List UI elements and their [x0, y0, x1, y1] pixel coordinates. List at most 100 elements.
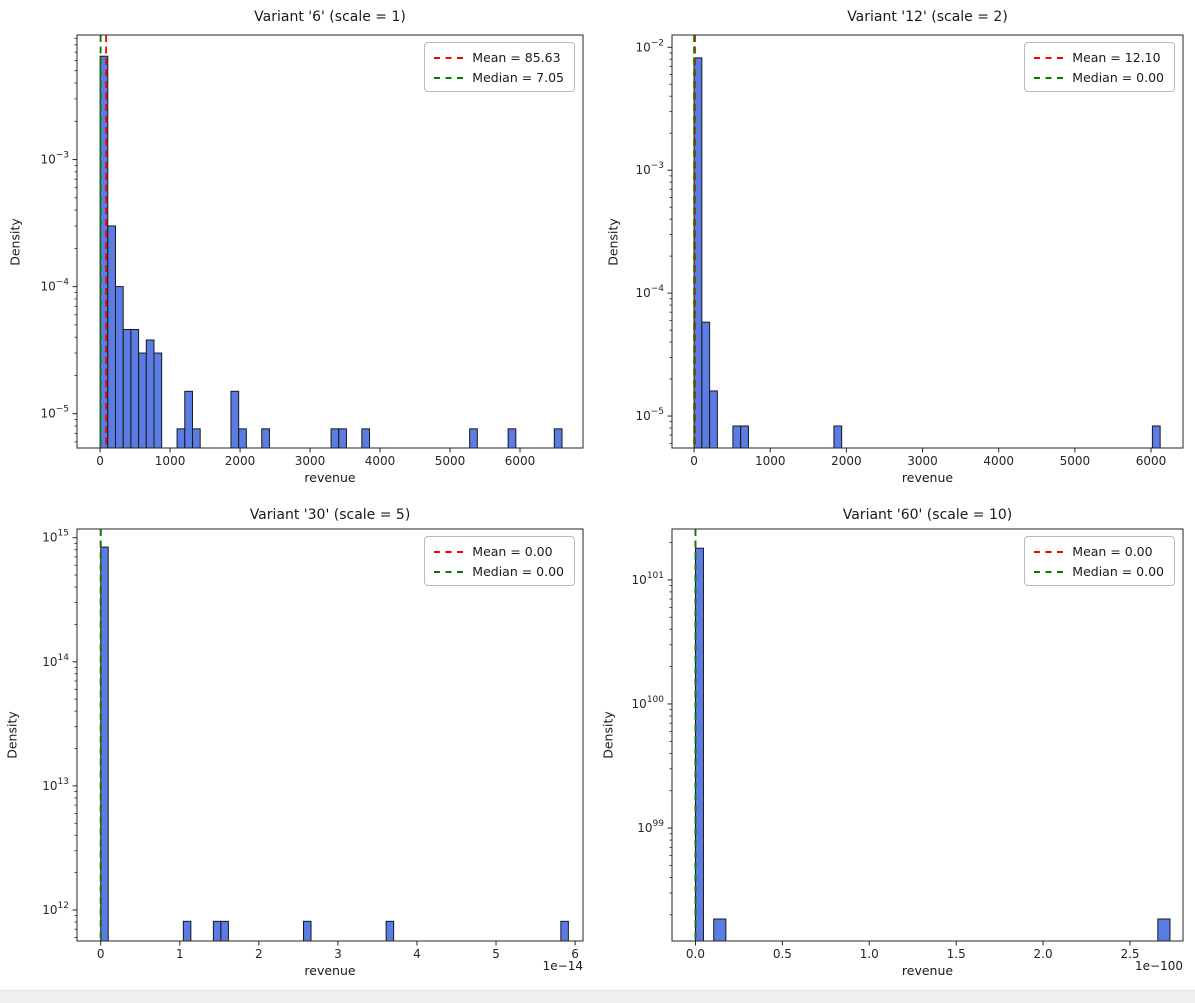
histogram-bar — [99, 55, 109, 449]
legend-row-mean: Mean = 0.00 — [434, 544, 564, 559]
y-axis: 1099 10100 10101 — [632, 542, 672, 916]
x-tick-label: 4 — [413, 947, 421, 961]
y-tick-label: 10−3 — [40, 151, 69, 167]
legend-row-median: Median = 0.00 — [1034, 564, 1164, 579]
x-tick-label: 2 — [255, 947, 263, 961]
legend-mean-label: Mean = 12.10 — [1072, 50, 1161, 65]
y-tick-label: 10−5 — [635, 407, 664, 423]
x-axis: 0 1000 2000 3000 4000 5000 6000 — [96, 448, 535, 468]
histogram-bar — [212, 920, 222, 942]
x-tick-label: 2000 — [831, 454, 862, 468]
y-tick-label: 10−3 — [635, 161, 664, 177]
y-axis-label: Density — [605, 217, 621, 266]
y-tick-label: 10−4 — [40, 278, 69, 294]
plot-spines — [671, 528, 1184, 942]
histogram-bar — [507, 428, 517, 449]
plot-area-variant-30: 0 1 2 3 4 5 6 1012 1013 1014 1015 — [42, 528, 584, 961]
plot-title: Variant '60' (scale = 10) — [842, 507, 1013, 523]
median-dash-icon — [1034, 570, 1064, 573]
histogram-bar — [553, 428, 563, 449]
legend-row-mean: Mean = 12.10 — [1034, 50, 1164, 65]
plot-spines — [76, 528, 584, 942]
legend-mean-label: Mean = 85.63 — [472, 50, 561, 65]
histogram-bars — [694, 547, 1171, 942]
y-axis: 10−5 10−4 10−3 10−2 — [635, 38, 672, 444]
median-dash-icon — [434, 570, 464, 573]
x-tick-label: 2.0 — [1034, 947, 1053, 961]
legend-median-label: Median = 0.00 — [1072, 70, 1164, 85]
x-axis-label: revenue — [304, 470, 356, 485]
legend-row-mean: Mean = 0.00 — [1034, 544, 1164, 559]
histogram-bar — [100, 546, 109, 942]
histogram-bar — [385, 920, 395, 942]
legend-median-label: Median = 0.00 — [472, 564, 564, 579]
histogram-bar — [230, 390, 240, 449]
y-tick-label: 1015 — [42, 529, 69, 545]
subplot-variant-30: 0 1 2 3 4 5 6 1012 1013 1014 1015 Variant '30' (sc… — [0, 500, 598, 1003]
x-axis-label: revenue — [304, 963, 356, 978]
histogram-bar — [740, 425, 749, 449]
median-dash-icon — [434, 76, 464, 79]
histogram-bar — [303, 920, 312, 942]
subplot-variant-12: 0 1000 2000 3000 4000 5000 6000 10−5 10−4 10−3 10−… — [595, 0, 1195, 500]
y-tick-label: 1012 — [42, 901, 69, 917]
legend: Mean = 0.00 Median = 0.00 — [1024, 536, 1175, 586]
y-tick-label: 10−2 — [635, 38, 664, 54]
legend-median-label: Median = 7.05 — [472, 70, 564, 85]
x-axis: 0.0 0.5 1.0 1.5 2.0 2.5 — [686, 941, 1140, 961]
x-axis-label: revenue — [901, 470, 954, 485]
histogram-bar — [330, 428, 340, 449]
y-tick-label: 10−5 — [40, 405, 69, 421]
x-tick-label: 1000 — [755, 454, 786, 468]
histogram-bar — [833, 425, 843, 449]
legend-mean-label: Mean = 0.00 — [472, 544, 553, 559]
x-tick-label: 0 — [96, 454, 104, 468]
plot-title: Variant '6' (scale = 1) — [254, 9, 406, 25]
x-tick-label: 5000 — [1060, 454, 1091, 468]
bottom-ui-strip — [0, 990, 1195, 1003]
x-tick-label: 4000 — [365, 454, 396, 468]
x-tick-label: 6000 — [505, 454, 536, 468]
plot-title: Variant '30' (scale = 5) — [249, 507, 411, 523]
y-axis-label: Density — [4, 711, 20, 759]
y-tick-label: 1013 — [42, 777, 69, 793]
legend-row-median: Median = 0.00 — [434, 564, 564, 579]
y-axis: 10−5 10−4 10−3 — [40, 37, 77, 443]
legend-row-median: Median = 0.00 — [1034, 70, 1164, 85]
x-tick-label: 1.5 — [947, 947, 966, 961]
legend-median-label: Median = 0.00 — [1072, 564, 1164, 579]
legend: Mean = 12.10 Median = 0.00 — [1024, 42, 1175, 92]
histogram-bar — [560, 920, 569, 942]
legend-mean-label: Mean = 0.00 — [1072, 544, 1153, 559]
x-tick-label: 0.5 — [773, 947, 792, 961]
x-tick-label: 6000 — [1136, 454, 1167, 468]
y-tick-label: 1014 — [42, 653, 69, 669]
plot-title: Variant '12' (scale = 2) — [847, 9, 1008, 25]
mean-dash-icon — [1034, 56, 1064, 59]
histogram-bar — [701, 321, 711, 449]
x-axis-offset-label: 1e−14 — [542, 959, 583, 973]
subplot-variant-6: 0 1000 2000 3000 4000 5000 6000 10−5 10−4 10−3 Va… — [0, 0, 598, 500]
mean-dash-icon — [1034, 550, 1064, 553]
histogram-bar — [153, 352, 163, 449]
histogram-bar — [107, 225, 116, 449]
x-tick-label: 6 — [571, 947, 579, 961]
mean-dash-icon — [434, 56, 464, 59]
mean-dash-icon — [434, 550, 464, 553]
histogram-bar — [122, 328, 132, 449]
x-tick-label: 5 — [492, 947, 500, 961]
x-tick-label: 0 — [97, 947, 105, 961]
histogram-bar — [1157, 918, 1171, 942]
x-tick-label: 1 — [176, 947, 184, 961]
histogram-bar — [694, 547, 704, 942]
histogram-bar — [145, 339, 155, 449]
x-tick-label: 2000 — [225, 454, 256, 468]
plot-spines — [671, 34, 1184, 449]
histogram-bar — [1151, 425, 1161, 449]
x-axis: 0 1 2 3 4 5 6 — [97, 941, 579, 961]
histogram-bars — [693, 57, 1161, 449]
legend: Mean = 85.63 Median = 7.05 — [424, 42, 575, 92]
histogram-bars — [100, 546, 569, 942]
subplot-variant-60: 0.0 0.5 1.0 1.5 2.0 2.5 1099 10100 10101 Variant… — [595, 500, 1195, 1003]
